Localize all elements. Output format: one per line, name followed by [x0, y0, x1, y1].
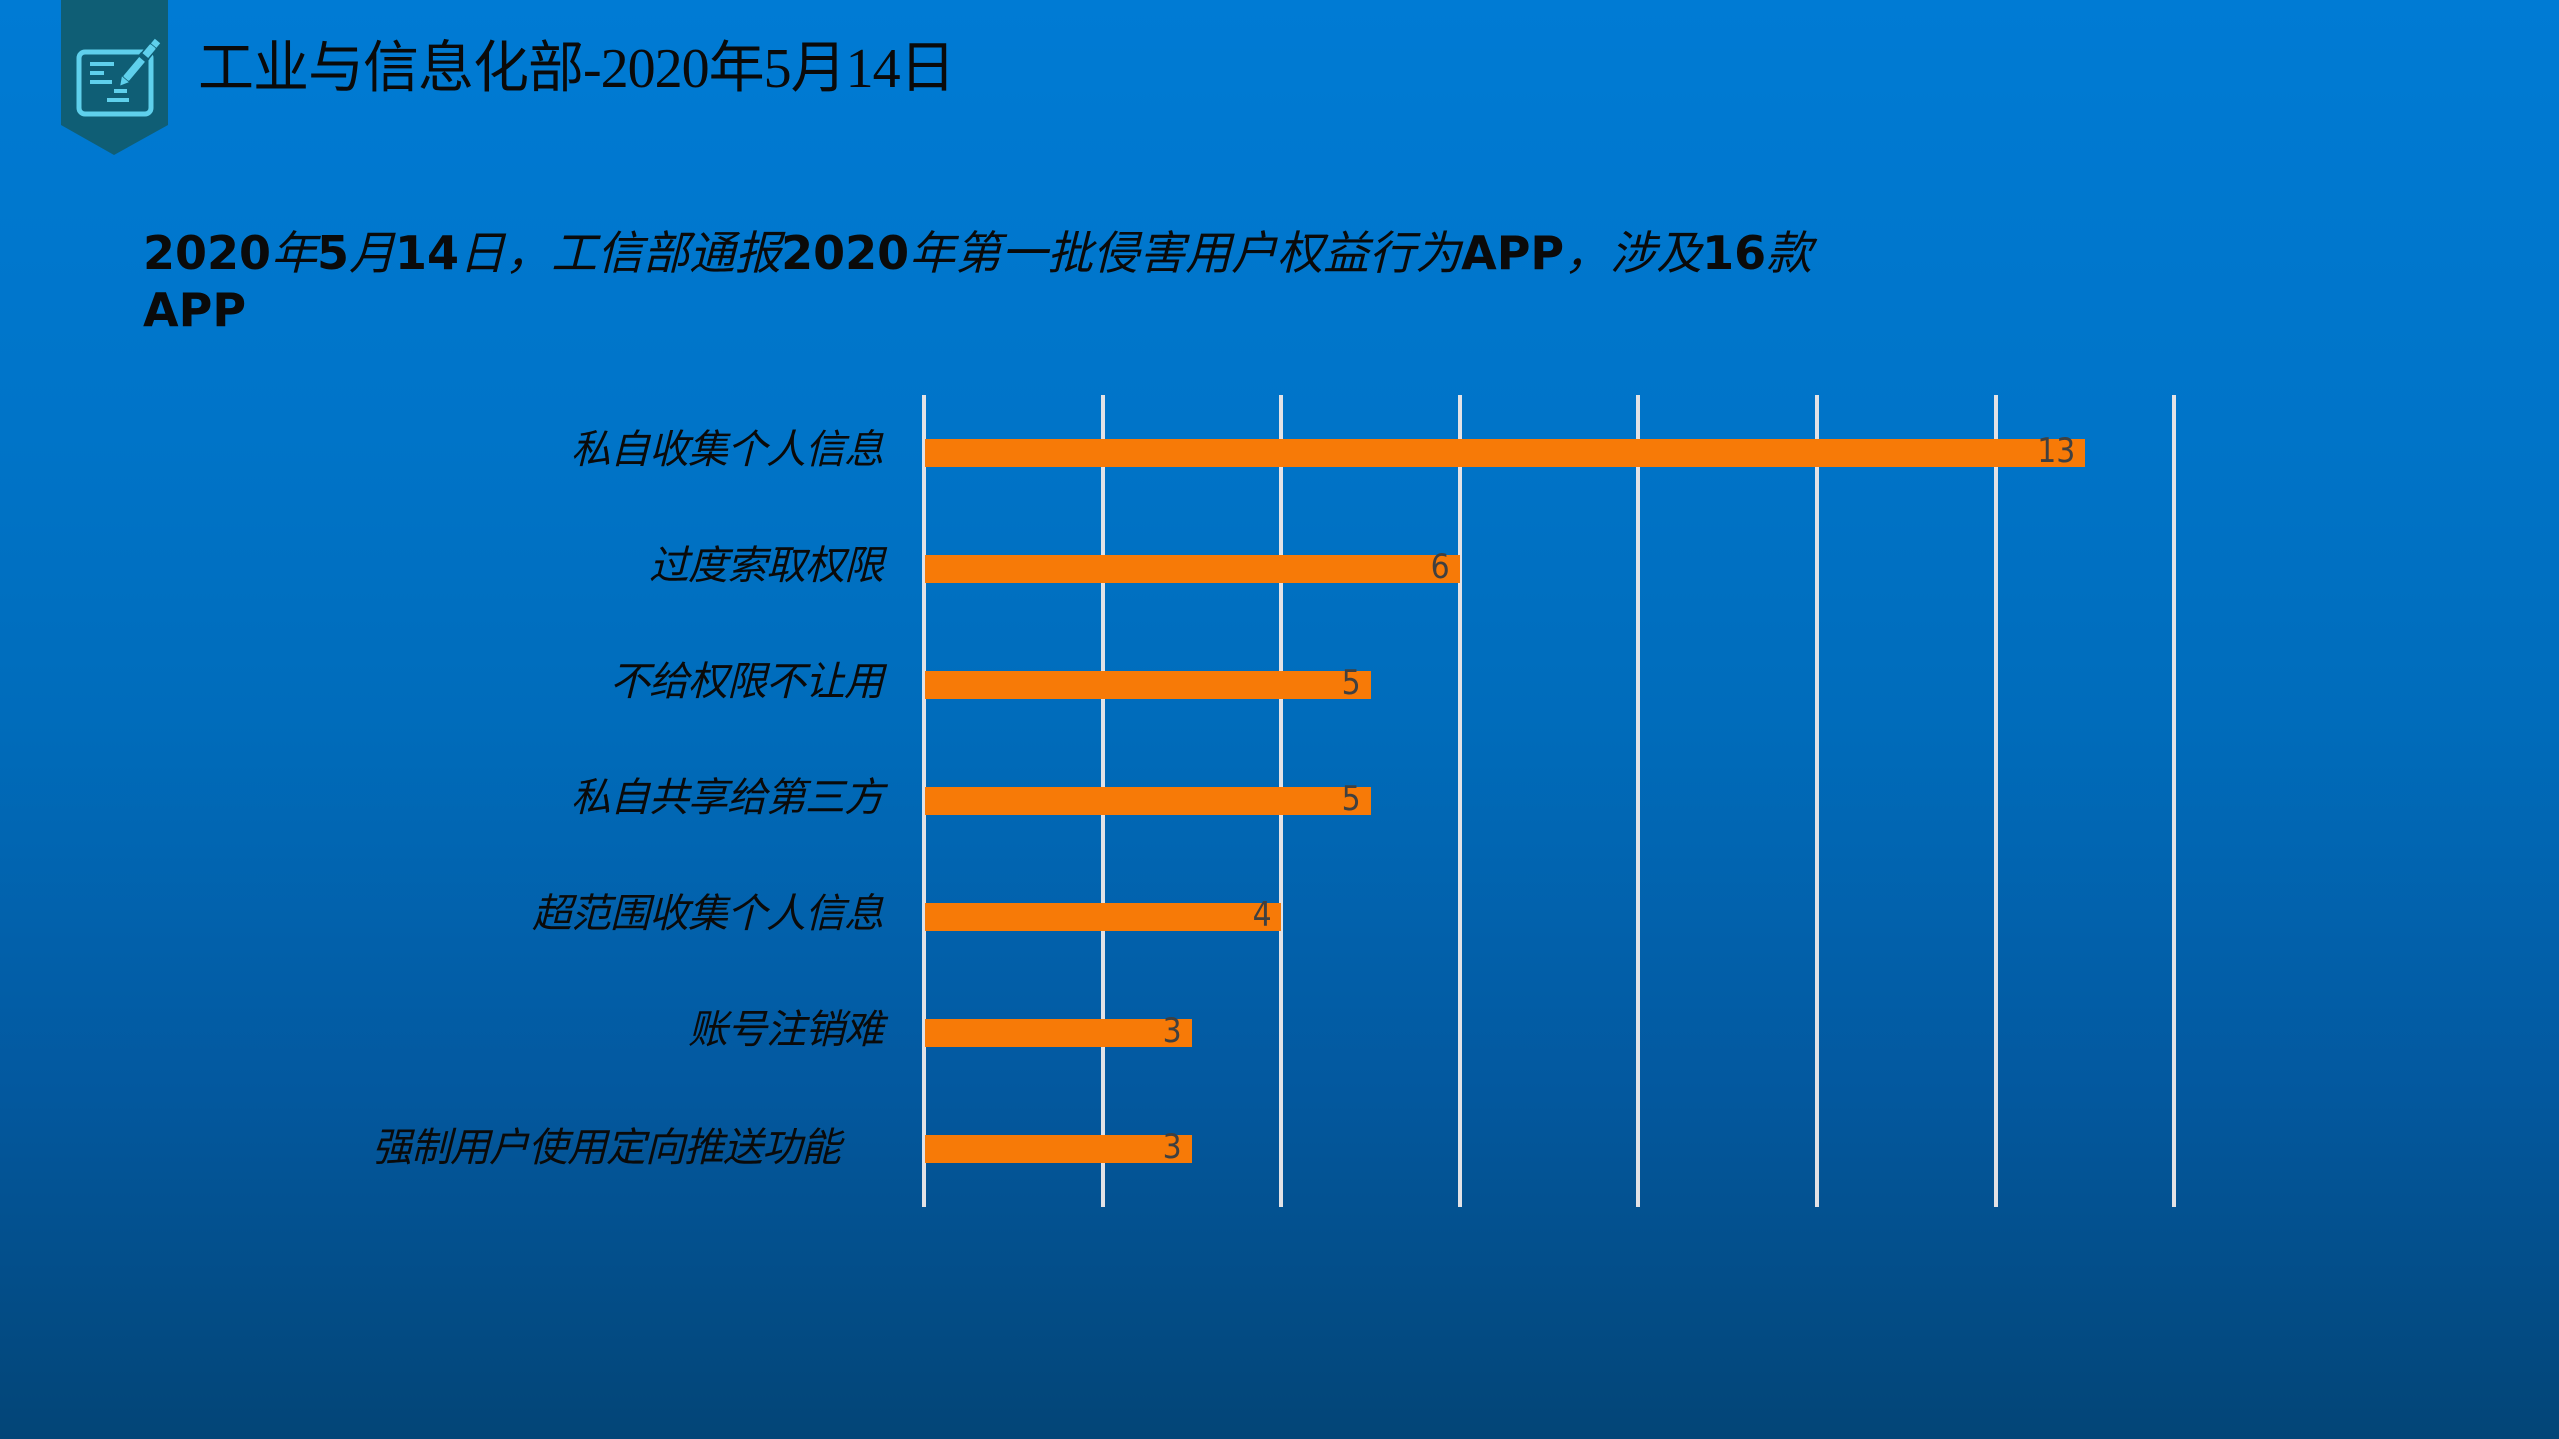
bar-value-label: 13	[2036, 431, 2075, 471]
bar: 5	[925, 779, 1371, 819]
subtitle-part: 年第一批侵害用户权益行为	[909, 226, 1462, 280]
category-label: 过度索取权限	[649, 543, 884, 589]
subtitle-part: 16	[1702, 226, 1767, 280]
bar: 3	[925, 1011, 1192, 1051]
bar-value-label: 3	[1162, 1127, 1182, 1167]
category-label: 账号注销难	[688, 1007, 884, 1053]
bar: 5	[925, 663, 1371, 703]
subtitle-part: ，涉及	[1564, 226, 1703, 280]
bar-value-label: 6	[1430, 547, 1450, 587]
x-gridline	[1815, 395, 1819, 1207]
subtitle-part: 2020	[781, 226, 910, 280]
x-gridline	[1993, 395, 1998, 1207]
category-label: 强制用户使用定向推送功能	[372, 1125, 841, 1171]
x-gridline	[922, 395, 926, 1207]
header-banner	[61, 0, 168, 156]
bar-value-label: 3	[1162, 1011, 1182, 1051]
subtitle-part: 款	[1766, 226, 1813, 280]
subtitle-part: APP	[1461, 226, 1565, 280]
subtitle-part: APP	[143, 283, 247, 337]
edit-document-pen-icon	[61, 0, 168, 155]
chart-subtitle: 2020年5月14日，工信部通报2020年第一批侵害用户权益行为APP，涉及16…	[143, 225, 1923, 339]
bar: 3	[925, 1127, 1192, 1167]
bar: 4	[925, 895, 1282, 935]
category-label: 私自共享给第三方	[571, 775, 884, 821]
subtitle-part: 5	[317, 226, 350, 280]
category-label: 私自收集个人信息	[571, 427, 884, 473]
bar: 13	[925, 431, 2085, 471]
bar: 6	[925, 547, 1460, 587]
category-label: 不给权限不让用	[610, 659, 884, 705]
x-gridline	[1457, 395, 1462, 1207]
subtitle-part: 14	[395, 226, 460, 280]
subtitle-part: 日，工信部通报	[459, 226, 782, 280]
page-title: 工业与信息化部-2020年5月14日	[198, 38, 956, 100]
x-gridline	[1636, 395, 1641, 1207]
x-gridline	[2172, 395, 2177, 1207]
bar-value-label: 5	[1341, 779, 1361, 819]
subtitle-part: 月	[349, 226, 396, 280]
bar-value-label: 5	[1341, 663, 1361, 703]
category-label: 超范围收集个人信息	[532, 891, 884, 937]
bar-value-label: 4	[1252, 895, 1272, 935]
subtitle-part: 年	[271, 226, 318, 280]
subtitle-part: 2020	[143, 226, 272, 280]
